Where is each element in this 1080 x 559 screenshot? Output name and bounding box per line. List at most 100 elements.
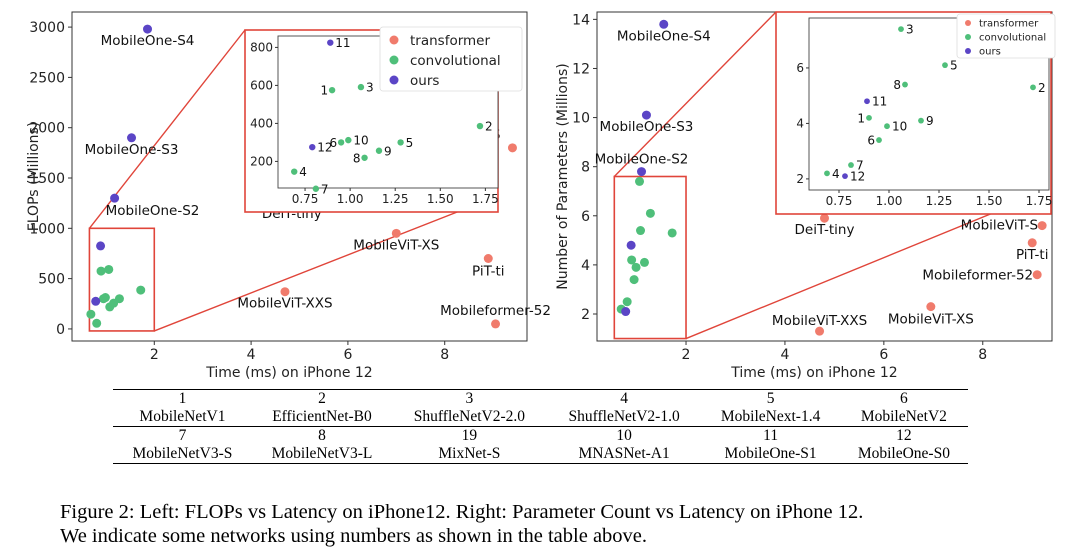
data-point-mobileone-s3	[641, 110, 651, 120]
caption-line: We indicate some networks using numbers …	[60, 525, 648, 547]
inset-point-label-7: 7	[321, 182, 329, 196]
x-tick-label: 8	[978, 347, 987, 363]
inset-point-4	[824, 170, 830, 177]
figure-caption: Figure 2: Left: FLOPs vs Latency on iPho…	[60, 500, 1070, 548]
table-cell: 6	[839, 389, 968, 408]
data-point-6	[629, 275, 639, 285]
inset-point-label-9: 9	[926, 114, 934, 128]
data-point-12	[621, 307, 631, 317]
y-axis-label: FLOPs (Millions)	[26, 122, 42, 232]
data-point-pit-ti	[1027, 238, 1037, 248]
inset-point-12	[309, 143, 316, 151]
y-tick-label: 12	[572, 61, 590, 77]
inset-x-tick-label: 1.75	[472, 192, 499, 206]
inset-point-7	[312, 185, 320, 192]
table-cell: 5	[701, 389, 840, 408]
data-point-2	[136, 285, 146, 295]
inset-point-label-5: 5	[406, 136, 414, 150]
table-cell: MNASNet-A1	[546, 445, 702, 464]
table-cell: 12	[896, 427, 912, 444]
data-point-9	[639, 257, 649, 267]
inset-point-label-7: 7	[856, 159, 864, 173]
data-label-mobileone-s4: MobileOne-S4	[101, 33, 195, 49]
inset-point-2	[476, 122, 484, 130]
legend-label-transformer: transformer	[979, 19, 1039, 30]
data-point-5	[645, 208, 655, 218]
inset-x-tick-label: 1.25	[926, 194, 953, 208]
table-cell: MobileNext-1.4	[701, 408, 840, 427]
table-row: MobileNetV3-S MobileNetV3-L MixNet-S MNA…	[113, 445, 968, 464]
legend-label-transformer: transformer	[410, 33, 490, 49]
legend-marker-convolutional	[389, 55, 399, 65]
data-point-mobileone-s4	[659, 19, 669, 29]
data-point-pit-ti	[483, 253, 493, 263]
data-point-4	[86, 309, 96, 319]
x-tick-label: 4	[780, 347, 789, 363]
table-cell: MobileNetV3-L	[251, 445, 393, 464]
inset-point-label-10: 10	[353, 134, 368, 148]
plot-frame	[71, 11, 528, 342]
y-tick-label: 10	[572, 111, 590, 127]
flops-vs-latency-chart: 2 4 6 8 0 500 1000 1500 2000 2500 3000 Time (ms) on…	[26, 11, 551, 381]
inset-point-3	[357, 83, 365, 91]
table-row: 1 2 3 4 5 6	[113, 389, 968, 408]
data-label-mobilevit-xxs: MobileViT-XXS	[237, 296, 332, 312]
inset-x-tick-label: 1.00	[876, 194, 903, 208]
inset-point-6	[337, 139, 345, 146]
inset-x-tick-label: 1.50	[427, 192, 454, 206]
inset-point-label-1: 1	[320, 84, 328, 98]
data-point-7	[92, 318, 102, 328]
y-tick-label: 2500	[29, 70, 65, 86]
inset-y-tick-label: 6	[796, 61, 804, 75]
inset-x-tick-label: 1.25	[382, 192, 409, 206]
zoom-region-box	[613, 175, 687, 340]
table-cell: 3	[392, 389, 547, 408]
inset-point-label-8: 8	[893, 78, 901, 92]
data-point-mobileformer-52	[1032, 270, 1042, 280]
data-point-8	[636, 226, 646, 236]
inset-point-label-5: 5	[950, 59, 958, 73]
x-tick-label: 2	[682, 347, 691, 363]
data-point-1	[627, 255, 637, 265]
table-cell: ShuffleNetV2-1.0	[546, 408, 702, 427]
data-point-2	[667, 228, 677, 238]
inset-y-tick-label: 400	[250, 116, 273, 130]
y-tick-label: 2	[581, 307, 590, 323]
data-point-10	[631, 262, 641, 272]
table-cell: 11	[763, 427, 779, 444]
inset-point-1	[328, 86, 336, 94]
inset-point-label-11: 11	[335, 36, 350, 50]
data-point-mobileone-s2	[110, 193, 120, 203]
table-cell: 4	[546, 389, 702, 408]
data-point-3	[104, 264, 114, 274]
inset-point-label-6: 6	[867, 134, 875, 148]
inset-point-label-2: 2	[1038, 81, 1046, 95]
inset-point-label-11: 11	[872, 95, 887, 109]
inset-point-7	[848, 162, 854, 168]
inset-point-9	[375, 147, 383, 154]
y-tick-label: 3000	[29, 20, 65, 36]
data-point-1	[96, 266, 106, 276]
data-point-mobilevit-xxs	[280, 287, 290, 297]
inset-x-tick-label: 1.00	[337, 192, 364, 206]
legend-label-convolutional: convolutional	[979, 33, 1046, 44]
inset-point-6	[876, 137, 882, 143]
legend-label-convolutional: convolutional	[410, 53, 501, 69]
inset-x-tick-label: 0.75	[826, 194, 853, 208]
table-cell: MobileNetV3-S	[113, 445, 252, 464]
x-tick-label: 4	[247, 347, 256, 363]
legend-marker-ours	[389, 75, 399, 85]
legend-box	[956, 13, 1056, 59]
inset-y-tick-label: 800	[250, 40, 273, 54]
inset-point-10	[884, 123, 890, 130]
legend-box	[379, 26, 523, 92]
network-index-table: 1 2 3 4 5 6 MobileNetV1 EfficientNet-B0 …	[113, 389, 968, 464]
data-point-deit-tiny	[820, 213, 829, 223]
data-label-pit-ti: PiT-ti	[472, 263, 505, 279]
inset-point-2	[1030, 84, 1036, 91]
y-tick-label: 500	[38, 272, 65, 288]
data-point-7	[622, 297, 632, 307]
data-point-mobileformer-52	[491, 319, 501, 329]
data-point-11	[626, 240, 636, 250]
